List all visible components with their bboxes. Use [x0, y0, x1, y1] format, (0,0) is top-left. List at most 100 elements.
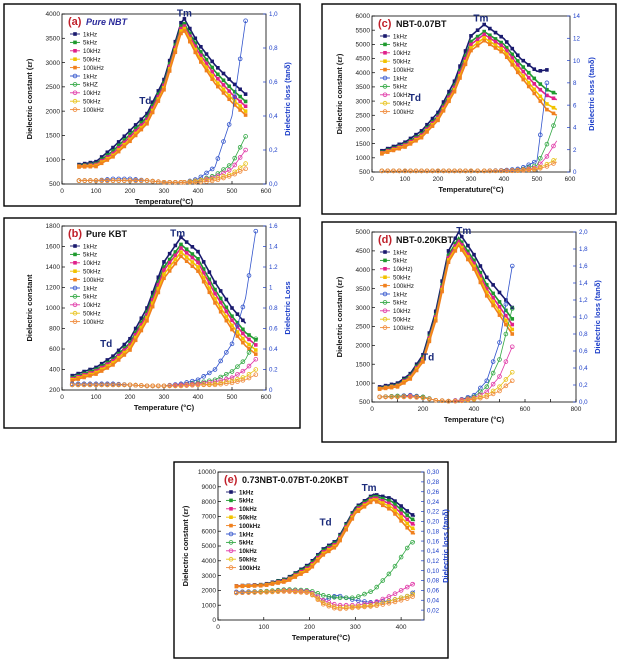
data-point [173, 50, 178, 55]
y-tick-label: 0 [212, 617, 216, 624]
data-point [99, 369, 104, 373]
data-point [504, 45, 509, 50]
data-point [122, 140, 127, 145]
data-point [503, 331, 509, 337]
data-point [190, 382, 195, 388]
y-tick-label: 1000 [46, 157, 61, 164]
legend-marker [229, 498, 233, 503]
data-point [408, 371, 413, 376]
data-point [150, 383, 155, 389]
data-point [497, 388, 502, 394]
data-point [315, 559, 320, 563]
data-point [247, 333, 251, 337]
data-point [173, 39, 178, 44]
data-point [156, 99, 161, 103]
y-tick-label: 5500 [356, 27, 371, 34]
data-point [252, 584, 257, 588]
data-point [253, 372, 259, 377]
data-point [383, 394, 388, 400]
y-tick-label: 2000 [356, 343, 371, 350]
data-point [238, 87, 242, 92]
y2-tick-label: 0,18 [427, 528, 440, 535]
data-point [243, 113, 248, 117]
legend-entry: 100kHz [393, 67, 414, 74]
data-point [184, 383, 189, 388]
data-point [515, 53, 520, 58]
data-point [116, 143, 121, 148]
y2-tick-label: 0,16 [427, 538, 440, 545]
data-point [167, 260, 172, 265]
data-point [551, 105, 556, 110]
data-point [162, 87, 166, 92]
data-point [392, 597, 398, 602]
data-point [414, 395, 419, 400]
data-point [246, 375, 252, 381]
data-point [111, 155, 115, 159]
data-point [111, 145, 115, 150]
data-point [544, 80, 550, 86]
data-point [466, 243, 470, 248]
legend-marker [383, 59, 387, 63]
data-point [475, 37, 480, 42]
x-axis-label: Temperature (°C) [134, 403, 195, 412]
data-point [116, 355, 121, 360]
data-point [392, 591, 398, 596]
data-point [173, 383, 178, 389]
legend: 1kHz5kHz10kHz50kHz100kHz1kHz5kHz10kHz50k… [380, 33, 414, 116]
data-point [499, 40, 503, 45]
y-tick-label: 1000 [356, 155, 371, 162]
legend-entry: 5kHz [83, 294, 97, 301]
data-point [188, 31, 192, 36]
data-point [247, 342, 251, 347]
data-point [207, 382, 212, 388]
data-point [235, 312, 240, 316]
data-point [419, 129, 424, 133]
data-point [184, 259, 189, 263]
data-point [105, 366, 110, 370]
data-point [139, 125, 144, 130]
data-point [128, 348, 132, 352]
x-axis-label: Temperatuture(°C) [438, 185, 504, 194]
panel-label: (c) [378, 18, 392, 30]
data-point [490, 359, 496, 364]
data-point [408, 377, 413, 381]
y-tick-label: 6000 [202, 528, 217, 535]
y-axis-label: Dielectric constant (εr) [335, 276, 344, 357]
data-point [491, 283, 495, 287]
data-point [229, 341, 235, 347]
data-point [167, 180, 172, 185]
data-point [167, 265, 172, 269]
data-point [484, 378, 490, 384]
legend-entry: 100kHz [393, 109, 414, 116]
y-tick-label: 600 [49, 346, 60, 353]
data-point [379, 168, 385, 174]
legend-entry: 1kHz [393, 249, 407, 256]
y-tick-label: 10000 [198, 469, 216, 476]
legend-entry: 5kHz [83, 252, 97, 259]
data-point [254, 348, 258, 352]
data-point [111, 361, 115, 365]
data-point [551, 158, 556, 163]
x-tick-label: 400 [193, 188, 204, 195]
y2-tick-label: 0,2 [579, 382, 588, 389]
data-point [182, 24, 187, 28]
y-tick-label: 3500 [356, 286, 371, 293]
legend-entry: 10kHz [239, 548, 257, 555]
data-point [420, 395, 426, 401]
data-point [167, 251, 172, 256]
data-point [510, 322, 515, 327]
data-point [491, 303, 495, 308]
data-point [122, 178, 127, 183]
data-point [526, 167, 532, 173]
data-point [226, 167, 232, 173]
data-point [240, 590, 245, 596]
data-point [405, 521, 410, 526]
data-point [145, 310, 149, 314]
data-point [466, 257, 470, 262]
data-point [235, 364, 240, 369]
data-point [105, 362, 110, 367]
data-point [526, 84, 531, 89]
data-point [441, 100, 446, 104]
data-point [240, 378, 246, 383]
data-point [509, 378, 515, 384]
